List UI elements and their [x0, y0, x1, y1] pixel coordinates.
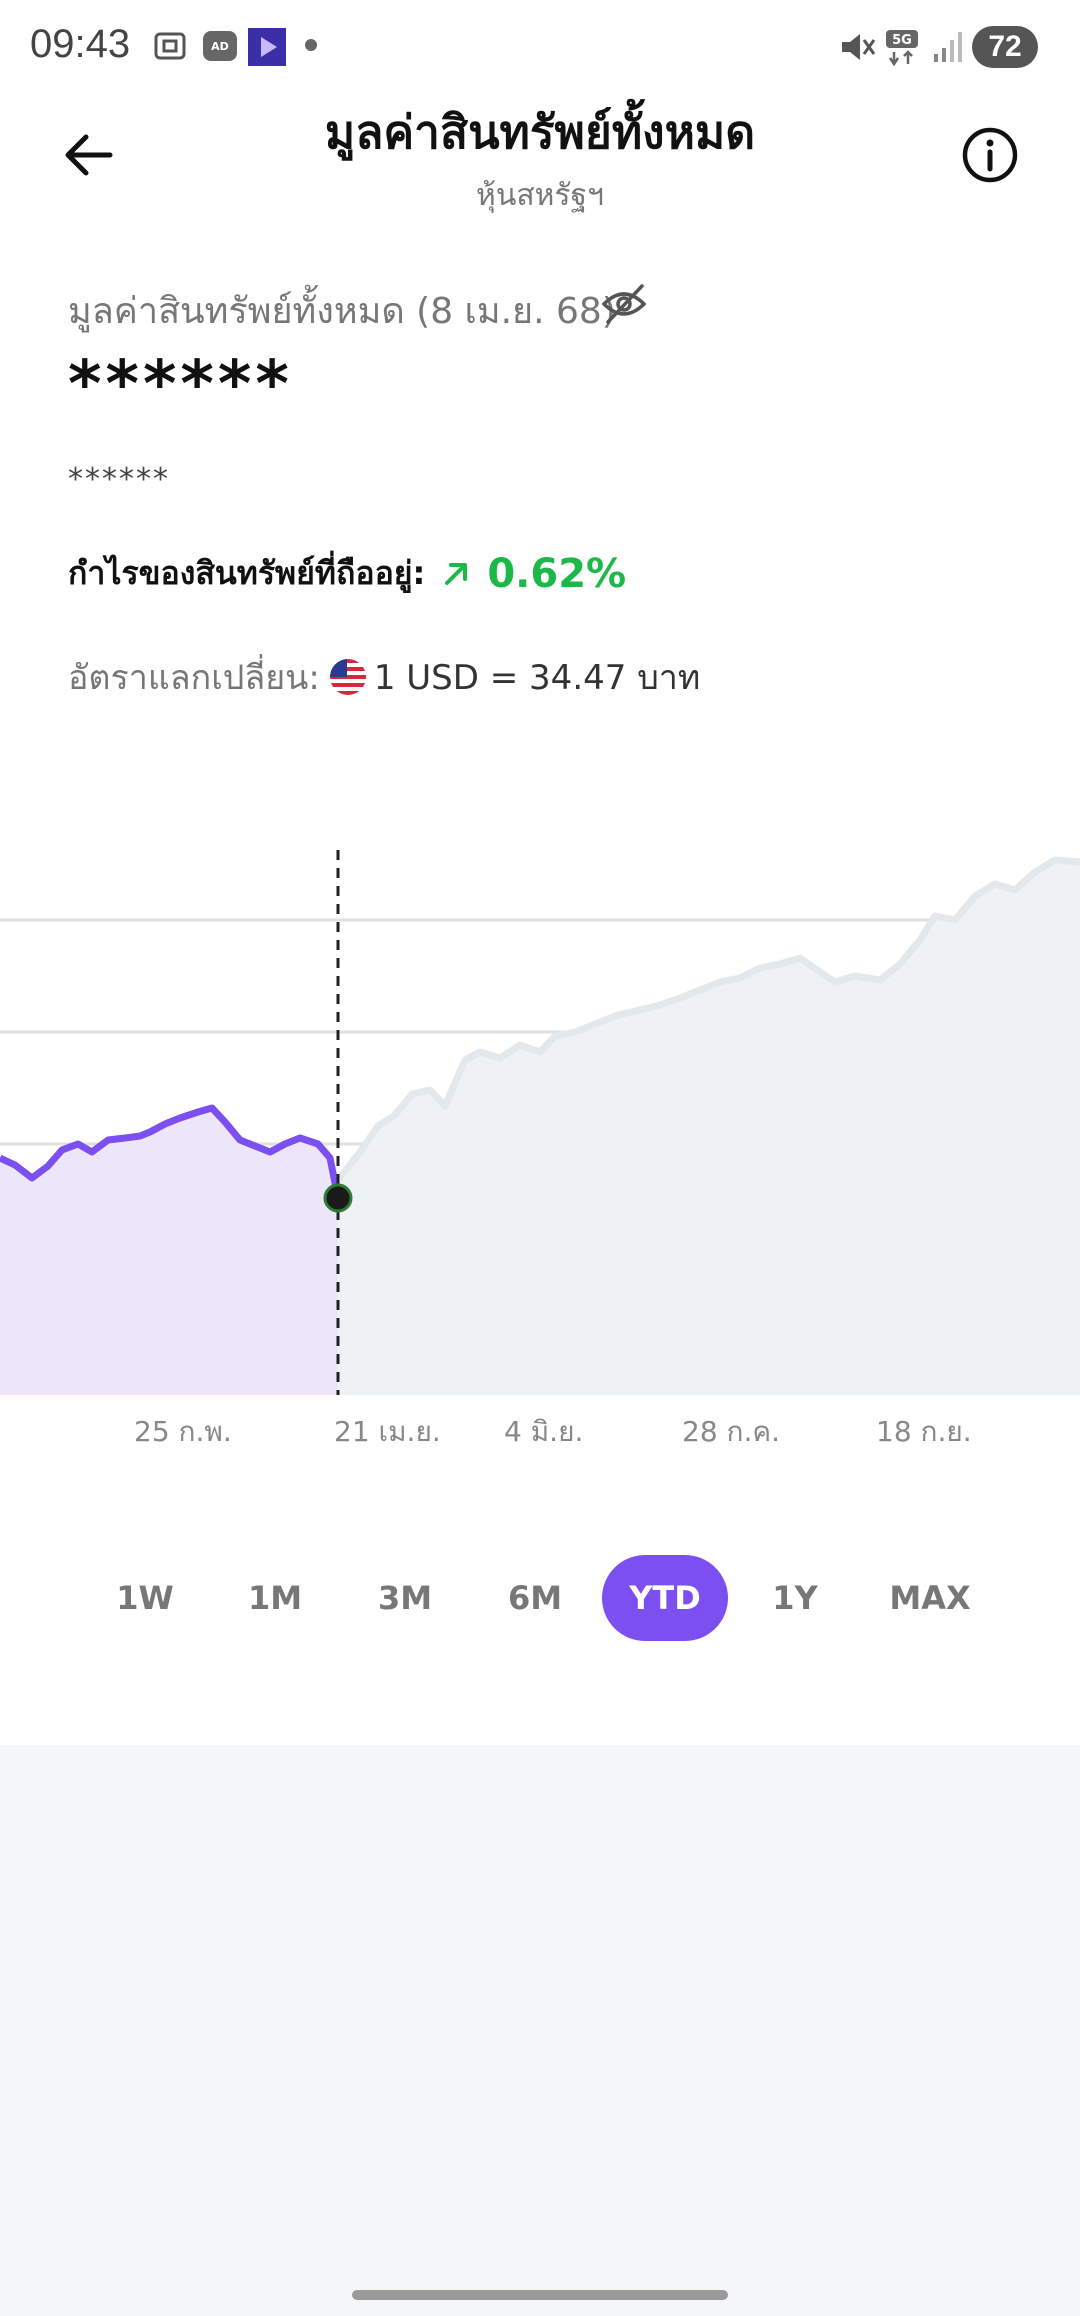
status-time: 09:43 — [30, 22, 131, 66]
page-title: มูลค่าสินทรัพย์ทั้งหมด — [324, 105, 756, 159]
chart-marker — [323, 1183, 353, 1213]
svg-text:AD: AD — [211, 40, 229, 53]
range-1y-button[interactable]: 1Y — [772, 1579, 818, 1617]
x-tick-label: 4 มิ.ย. — [504, 1415, 584, 1448]
status-bar: 09:43 AD 5G 72 — [0, 0, 1080, 96]
exchange-rate-value: 1 USD = 34.47 บาท — [373, 658, 701, 698]
range-1m-button[interactable]: 1M — [247, 1579, 303, 1617]
page-subtitle: หุ้นสหรัฐฯ — [476, 178, 604, 213]
notification-dot-icon — [305, 39, 317, 51]
us-flag-icon — [329, 659, 366, 695]
range-3m-button[interactable]: 3M — [377, 1579, 433, 1617]
portfolio-chart[interactable] — [0, 840, 1080, 1400]
x-tick-label: 28 ก.ค. — [682, 1415, 781, 1448]
exchange-rate-row: อัตราแลกเปลี่ยน: 1 USD = 34.47 บาท — [68, 650, 700, 704]
ytd-series-line — [0, 1104, 342, 1199]
arrow-up-right-icon — [445, 562, 468, 585]
svg-text:5G: 5G — [892, 33, 912, 48]
range-selector: 1W 1M 3M 6M YTD 1Y MAX — [0, 1555, 1080, 1645]
eye-slash-icon[interactable] — [600, 282, 648, 326]
main-panel — [0, 0, 1080, 1745]
exchange-rate-label: อัตราแลกเปลี่ยน: — [68, 658, 320, 698]
x-tick-label: 25 ก.พ. — [134, 1415, 232, 1448]
profit-row: กำไรของสินทรัพย์ที่ถืออยู่: 0.62% — [68, 548, 626, 599]
future-series-area — [338, 860, 1080, 1395]
range-max-button[interactable]: MAX — [889, 1579, 971, 1617]
battery-indicator: 72 — [972, 26, 1038, 68]
home-indicator[interactable] — [352, 2290, 728, 2300]
x-tick-label: 18 ก.ย. — [876, 1415, 972, 1448]
ad-blocker-icon: AD — [203, 31, 237, 61]
screenshot-icon — [154, 32, 186, 60]
range-6m-button[interactable]: 6M — [507, 1579, 563, 1617]
range-1w-button[interactable]: 1W — [116, 1579, 174, 1617]
profit-value: 0.62% — [487, 550, 627, 597]
signal-icon — [934, 32, 962, 62]
total-value-masked: ****** — [68, 348, 293, 422]
profit-label: กำไรของสินทรัพย์ที่ถืออยู่: — [68, 554, 426, 592]
range-ytd-button[interactable]: YTD — [602, 1555, 728, 1641]
5g-icon: 5G — [886, 30, 918, 67]
future-series-line — [335, 856, 1080, 1183]
back-arrow-icon[interactable] — [60, 125, 120, 185]
sub-value-masked: ****** — [68, 462, 170, 497]
media-player-icon — [248, 28, 286, 66]
mute-icon — [842, 34, 876, 60]
total-assets-label: มูลค่าสินทรัพย์ทั้งหมด (8 เม.ย. 68) — [68, 291, 616, 332]
x-tick-label: 21 เม.ย. — [334, 1415, 441, 1448]
info-icon[interactable] — [960, 125, 1020, 185]
ytd-series-area — [0, 1108, 338, 1395]
